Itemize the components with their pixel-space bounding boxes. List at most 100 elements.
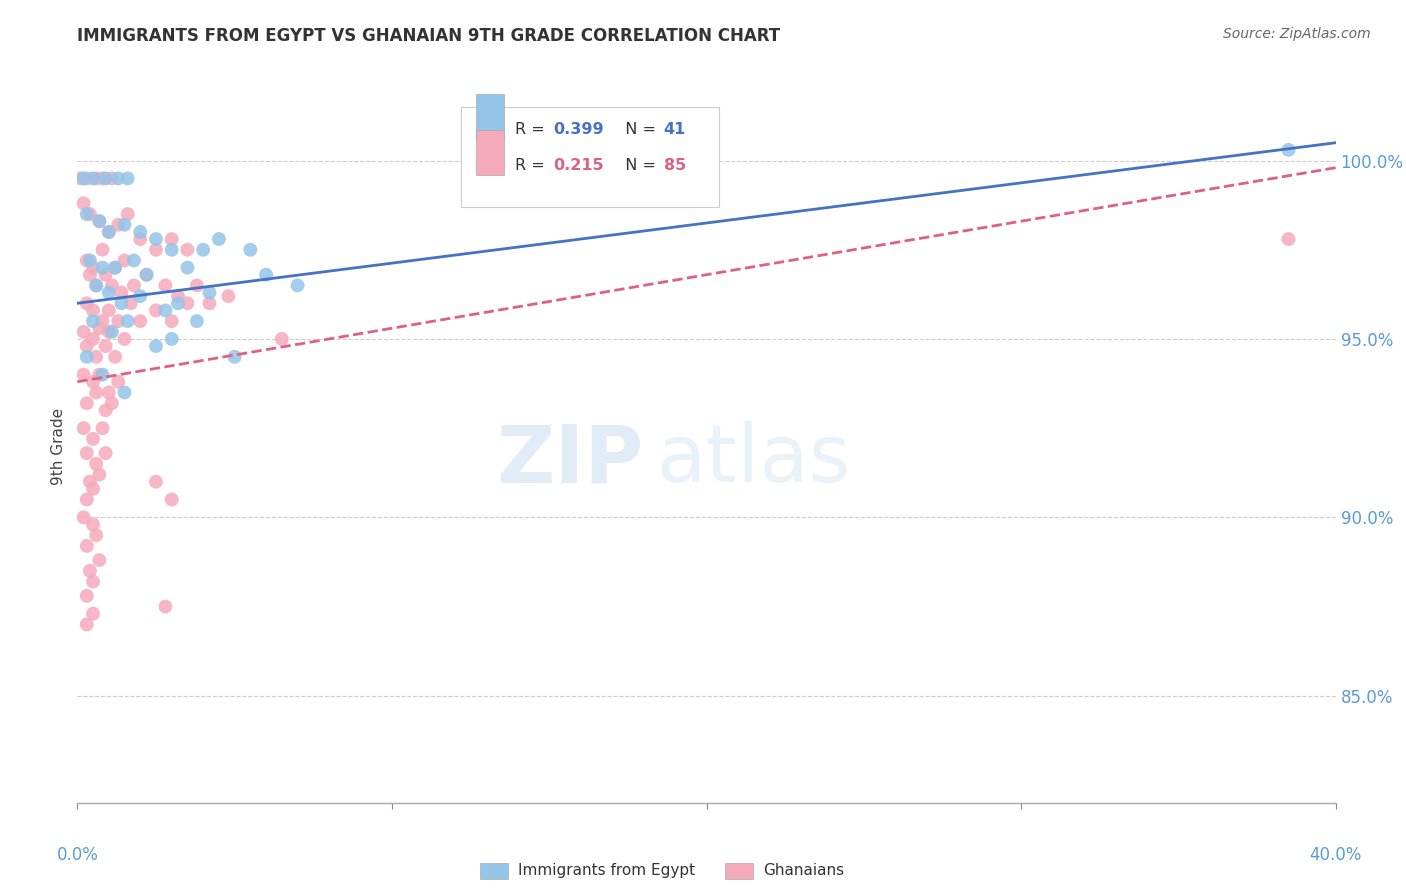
Point bbox=[97, 385, 120, 400]
Point bbox=[120, 296, 142, 310]
Point bbox=[135, 268, 157, 282]
Point bbox=[110, 296, 132, 310]
Point bbox=[69, 171, 91, 186]
Point bbox=[155, 278, 177, 293]
Point bbox=[94, 446, 117, 460]
Point bbox=[97, 303, 120, 318]
Point bbox=[155, 303, 177, 318]
Point bbox=[198, 296, 221, 310]
Point bbox=[91, 171, 114, 186]
Point bbox=[89, 553, 111, 567]
Point bbox=[97, 325, 120, 339]
FancyBboxPatch shape bbox=[477, 130, 503, 175]
Point bbox=[76, 539, 98, 553]
Point bbox=[84, 528, 107, 542]
Point bbox=[176, 296, 198, 310]
Point bbox=[167, 296, 190, 310]
Point bbox=[198, 285, 221, 300]
Point bbox=[79, 253, 101, 268]
Point bbox=[76, 617, 98, 632]
Point bbox=[114, 332, 136, 346]
Point bbox=[160, 232, 183, 246]
Point bbox=[186, 278, 208, 293]
Point bbox=[76, 171, 98, 186]
Point bbox=[117, 207, 139, 221]
Point bbox=[287, 278, 309, 293]
Point bbox=[76, 296, 98, 310]
Point bbox=[76, 446, 98, 460]
Point bbox=[84, 385, 107, 400]
Point bbox=[122, 278, 145, 293]
Point bbox=[82, 517, 104, 532]
Text: R =: R = bbox=[515, 158, 550, 173]
Text: Immigrants from Egypt: Immigrants from Egypt bbox=[517, 863, 695, 878]
Text: 0.0%: 0.0% bbox=[56, 846, 98, 863]
Point bbox=[145, 232, 167, 246]
Point bbox=[167, 289, 190, 303]
Point bbox=[110, 285, 132, 300]
Point bbox=[94, 403, 117, 417]
Point bbox=[72, 171, 94, 186]
Point bbox=[84, 278, 107, 293]
Point bbox=[72, 421, 94, 435]
Point bbox=[84, 171, 107, 186]
Point bbox=[155, 599, 177, 614]
Point bbox=[117, 314, 139, 328]
Point bbox=[91, 243, 114, 257]
Point bbox=[160, 243, 183, 257]
Point bbox=[89, 214, 111, 228]
Point bbox=[94, 171, 117, 186]
Point bbox=[160, 492, 183, 507]
Text: Source: ZipAtlas.com: Source: ZipAtlas.com bbox=[1223, 27, 1371, 41]
Point bbox=[91, 368, 114, 382]
Point bbox=[254, 268, 277, 282]
Point bbox=[101, 171, 124, 186]
Point bbox=[76, 253, 98, 268]
Text: 40.0%: 40.0% bbox=[1309, 846, 1362, 863]
Point bbox=[160, 332, 183, 346]
Point bbox=[79, 268, 101, 282]
Point bbox=[82, 314, 104, 328]
Text: IMMIGRANTS FROM EGYPT VS GHANAIAN 9TH GRADE CORRELATION CHART: IMMIGRANTS FROM EGYPT VS GHANAIAN 9TH GR… bbox=[77, 27, 780, 45]
FancyBboxPatch shape bbox=[725, 863, 754, 880]
Point bbox=[76, 207, 98, 221]
Point bbox=[72, 510, 94, 524]
Point bbox=[82, 375, 104, 389]
Point bbox=[101, 396, 124, 410]
Point bbox=[217, 289, 239, 303]
Point bbox=[76, 339, 98, 353]
Point bbox=[79, 475, 101, 489]
Point bbox=[89, 467, 111, 482]
Point bbox=[107, 171, 129, 186]
Point bbox=[1277, 232, 1299, 246]
Point bbox=[72, 196, 94, 211]
Point bbox=[239, 243, 262, 257]
Point bbox=[114, 218, 136, 232]
Point bbox=[176, 260, 198, 275]
Point bbox=[145, 339, 167, 353]
Point bbox=[91, 260, 114, 275]
Point bbox=[101, 278, 124, 293]
Text: 41: 41 bbox=[664, 122, 686, 137]
Point bbox=[76, 492, 98, 507]
Point bbox=[82, 332, 104, 346]
Text: N =: N = bbox=[614, 122, 661, 137]
Point bbox=[97, 285, 120, 300]
Point bbox=[76, 589, 98, 603]
Point bbox=[79, 207, 101, 221]
Point bbox=[76, 350, 98, 364]
Text: R =: R = bbox=[515, 122, 550, 137]
Point bbox=[76, 396, 98, 410]
Point bbox=[176, 243, 198, 257]
Point bbox=[145, 475, 167, 489]
Point bbox=[191, 243, 215, 257]
Point bbox=[129, 314, 152, 328]
Point bbox=[82, 303, 104, 318]
FancyBboxPatch shape bbox=[479, 863, 508, 880]
Point bbox=[129, 232, 152, 246]
Point bbox=[82, 482, 104, 496]
Point bbox=[104, 260, 127, 275]
Point bbox=[72, 325, 94, 339]
Y-axis label: 9th Grade: 9th Grade bbox=[51, 408, 66, 484]
Point bbox=[208, 232, 231, 246]
